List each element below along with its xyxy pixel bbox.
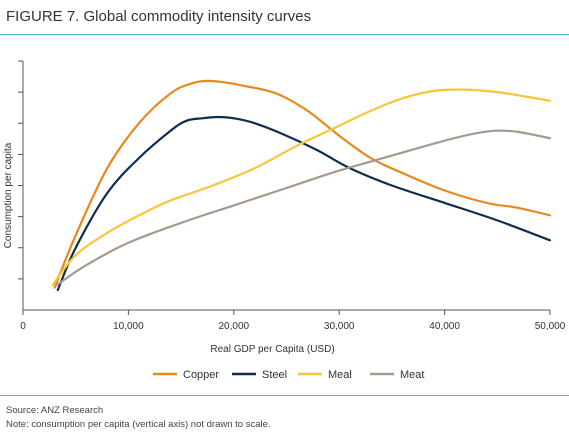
legend-label-copper: Copper: [183, 369, 219, 381]
y-axis-title: Consumption per capita: [3, 142, 14, 248]
figure-title: FIGURE 7. Global commodity intensity cur…: [6, 8, 312, 25]
series-lines: [51, 79, 552, 292]
scale-note: Note: consumption per capita (vertical a…: [6, 419, 271, 430]
series-line-meal: [51, 88, 552, 287]
bottom-rule: [0, 395, 569, 396]
x-tick-label: 30,000: [324, 321, 355, 332]
series-line-meat: [55, 129, 552, 287]
x-tick-label: 40,000: [429, 321, 460, 332]
x-tick-label: 20,000: [219, 321, 250, 332]
legend: Copper Steel Meal Meat: [153, 369, 424, 381]
source-note: Source: ANZ Research: [6, 405, 104, 416]
x-axis-title: Real GDP per Capita (USD): [210, 344, 334, 355]
axes: 0 10,000 20,000 30,000 40,000 50,000 Real GDP …: [3, 60, 566, 355]
top-rule: [0, 34, 569, 35]
x-tick-label: 50,000: [535, 321, 566, 332]
series-line-steel: [56, 115, 552, 292]
legend-label-meat: Meat: [400, 369, 424, 381]
chart: 0 10,000 20,000 30,000 40,000 50,000 Real GDP …: [3, 60, 566, 381]
x-tick-label: 10,000: [113, 321, 144, 332]
legend-label-steel: Steel: [262, 369, 287, 381]
x-tick-label: 0: [20, 321, 26, 332]
series-line-copper: [53, 79, 552, 289]
legend-label-meal: Meal: [328, 369, 352, 381]
